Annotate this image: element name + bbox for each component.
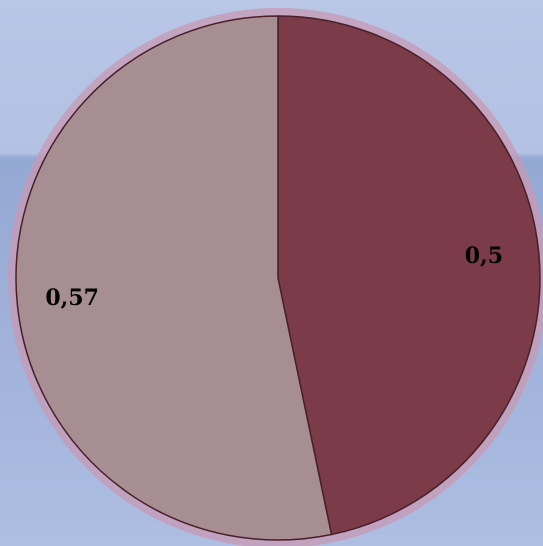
pie-slice-1	[15, 15, 333, 541]
slice-data-label-0: 0,5	[465, 243, 503, 269]
slice-data-label-1: 0,57	[45, 285, 99, 311]
pie-rim	[8, 8, 543, 546]
pie-slice-0	[277, 15, 541, 536]
